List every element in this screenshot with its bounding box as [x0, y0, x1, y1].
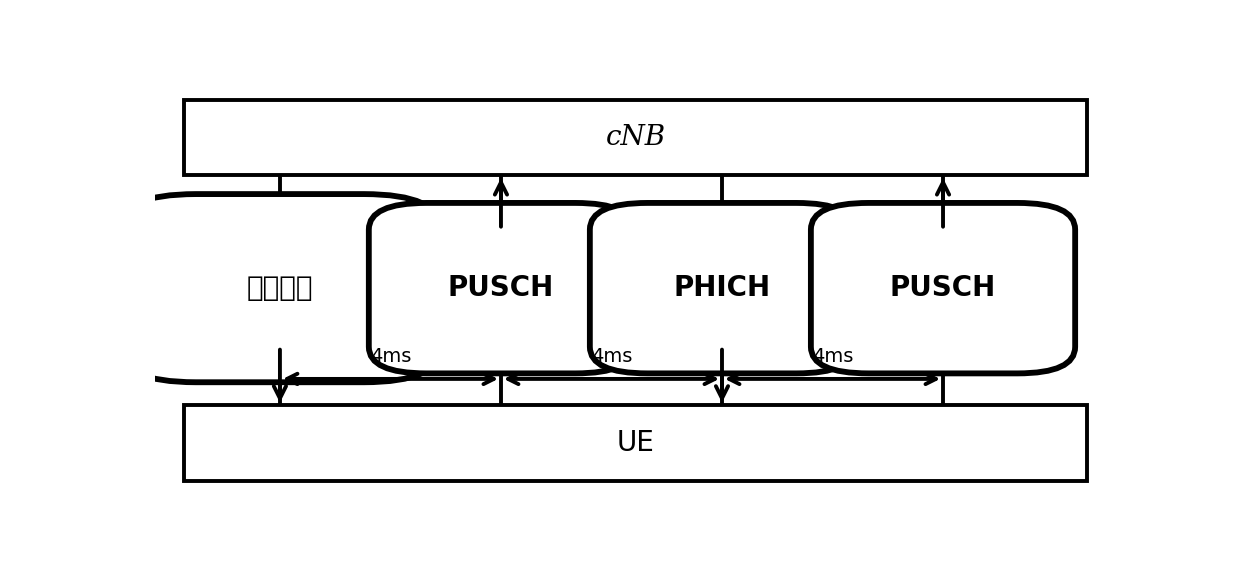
Text: cNB: cNB: [605, 124, 666, 151]
Text: 4ms: 4ms: [590, 347, 632, 366]
FancyBboxPatch shape: [184, 405, 1087, 481]
Text: PUSCH: PUSCH: [448, 274, 554, 302]
Text: 控制信息: 控制信息: [247, 274, 314, 302]
FancyBboxPatch shape: [590, 203, 854, 373]
Text: UE: UE: [616, 429, 655, 457]
FancyBboxPatch shape: [119, 194, 441, 382]
FancyBboxPatch shape: [184, 100, 1087, 175]
Text: 4ms: 4ms: [370, 347, 412, 366]
FancyBboxPatch shape: [811, 203, 1075, 373]
Text: PUSCH: PUSCH: [890, 274, 996, 302]
Text: PHICH: PHICH: [673, 274, 770, 302]
FancyBboxPatch shape: [368, 203, 634, 373]
Text: 4ms: 4ms: [812, 347, 853, 366]
